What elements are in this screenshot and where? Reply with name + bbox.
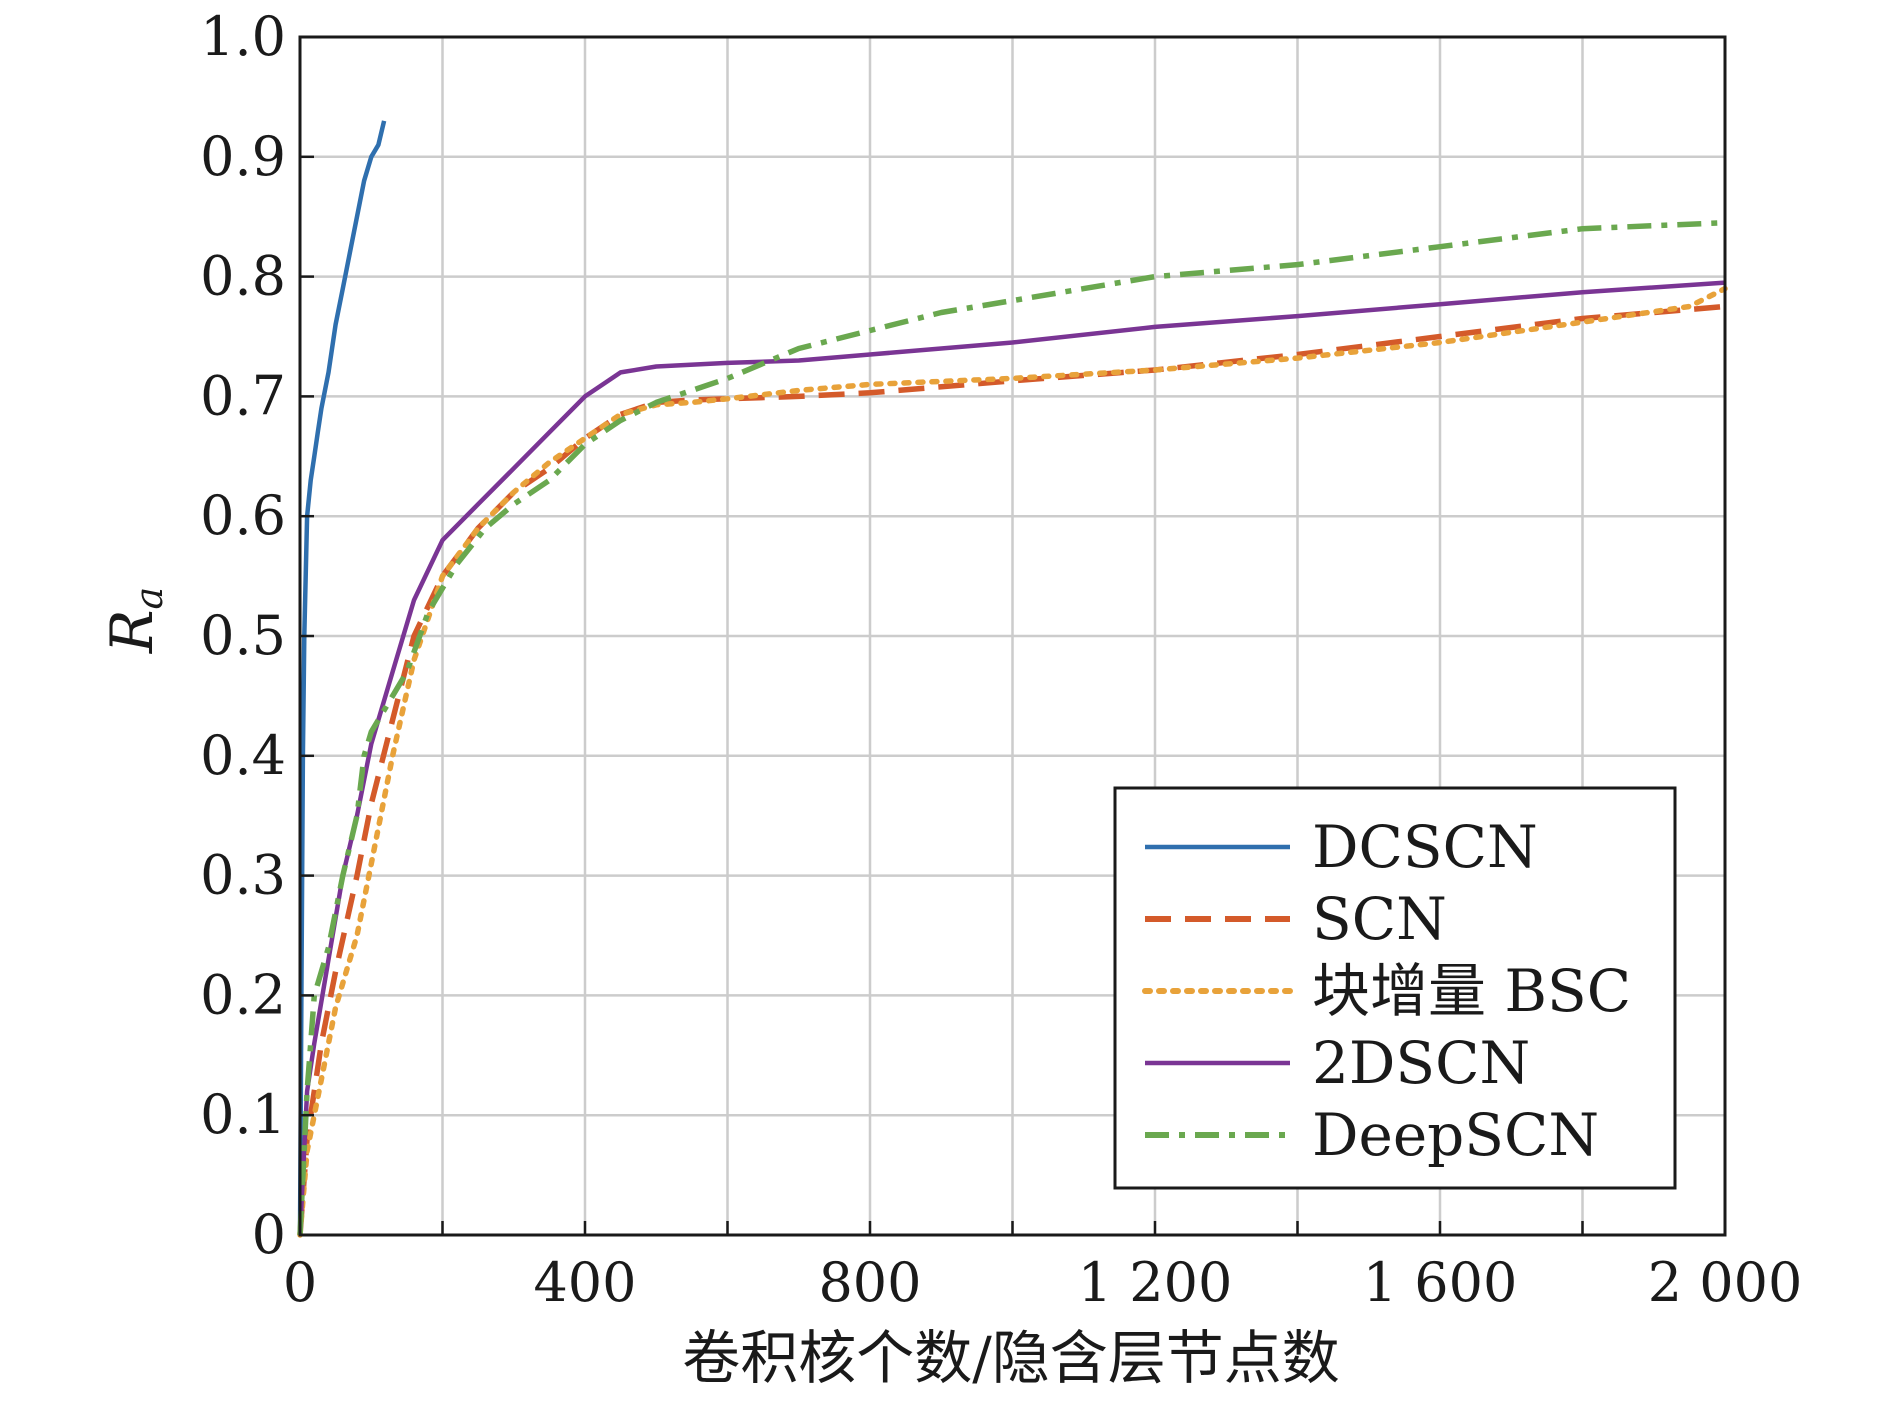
y-tick-label: 0 bbox=[252, 1203, 286, 1266]
x-tick-label: 1 600 bbox=[1363, 1251, 1518, 1314]
legend-label-3: 块增量 BSC bbox=[1312, 957, 1631, 1025]
series-layer bbox=[297, 120, 1728, 1238]
series-line-5 bbox=[297, 219, 1726, 1236]
y-axis-label: Ra bbox=[98, 587, 171, 654]
y-tick-label: 0.4 bbox=[200, 724, 286, 787]
series-line-3 bbox=[297, 285, 1728, 1238]
y-tick-label: 0.7 bbox=[200, 364, 286, 427]
ticks bbox=[298, 35, 1727, 1237]
legend-label-1: DCSCN bbox=[1312, 813, 1538, 881]
x-tick-label: 0 bbox=[283, 1251, 317, 1314]
legend-label-5: DeepSCN bbox=[1312, 1101, 1599, 1169]
y-tick-label: 0.8 bbox=[200, 245, 286, 308]
tick-labels: 0 400 800 1 200 1 600 2 000 0 0.1 0.2 0.3 0.4 0.5 0.… bbox=[200, 5, 1802, 1314]
y-tick-label: 0.3 bbox=[200, 844, 286, 907]
x-axis-label: 卷积核个数/隐含层节点数 bbox=[682, 1324, 1340, 1392]
y-tick-label: 0.1 bbox=[200, 1083, 286, 1146]
x-tick-label: 2 000 bbox=[1648, 1251, 1803, 1314]
y-tick-label: 0.9 bbox=[200, 125, 286, 188]
y-axis-label-subscript: a bbox=[127, 587, 171, 610]
legend-label-4: 2DSCN bbox=[1312, 1029, 1530, 1097]
legend-label-2: SCN bbox=[1312, 885, 1447, 953]
x-tick-label: 1 200 bbox=[1078, 1251, 1233, 1314]
y-axis-label-main: R bbox=[98, 609, 166, 654]
legend-box bbox=[1113, 786, 1677, 1190]
series-line-1 bbox=[297, 120, 387, 1236]
y-tick-label: 0.5 bbox=[200, 604, 286, 667]
x-tick-label: 800 bbox=[818, 1251, 921, 1314]
y-tick-label: 1.0 bbox=[200, 5, 286, 68]
y-tick-label: 0.2 bbox=[200, 963, 286, 1026]
grid bbox=[300, 37, 1725, 1235]
y-tick-label: 0.6 bbox=[200, 484, 286, 547]
x-tick-label: 400 bbox=[533, 1251, 636, 1314]
